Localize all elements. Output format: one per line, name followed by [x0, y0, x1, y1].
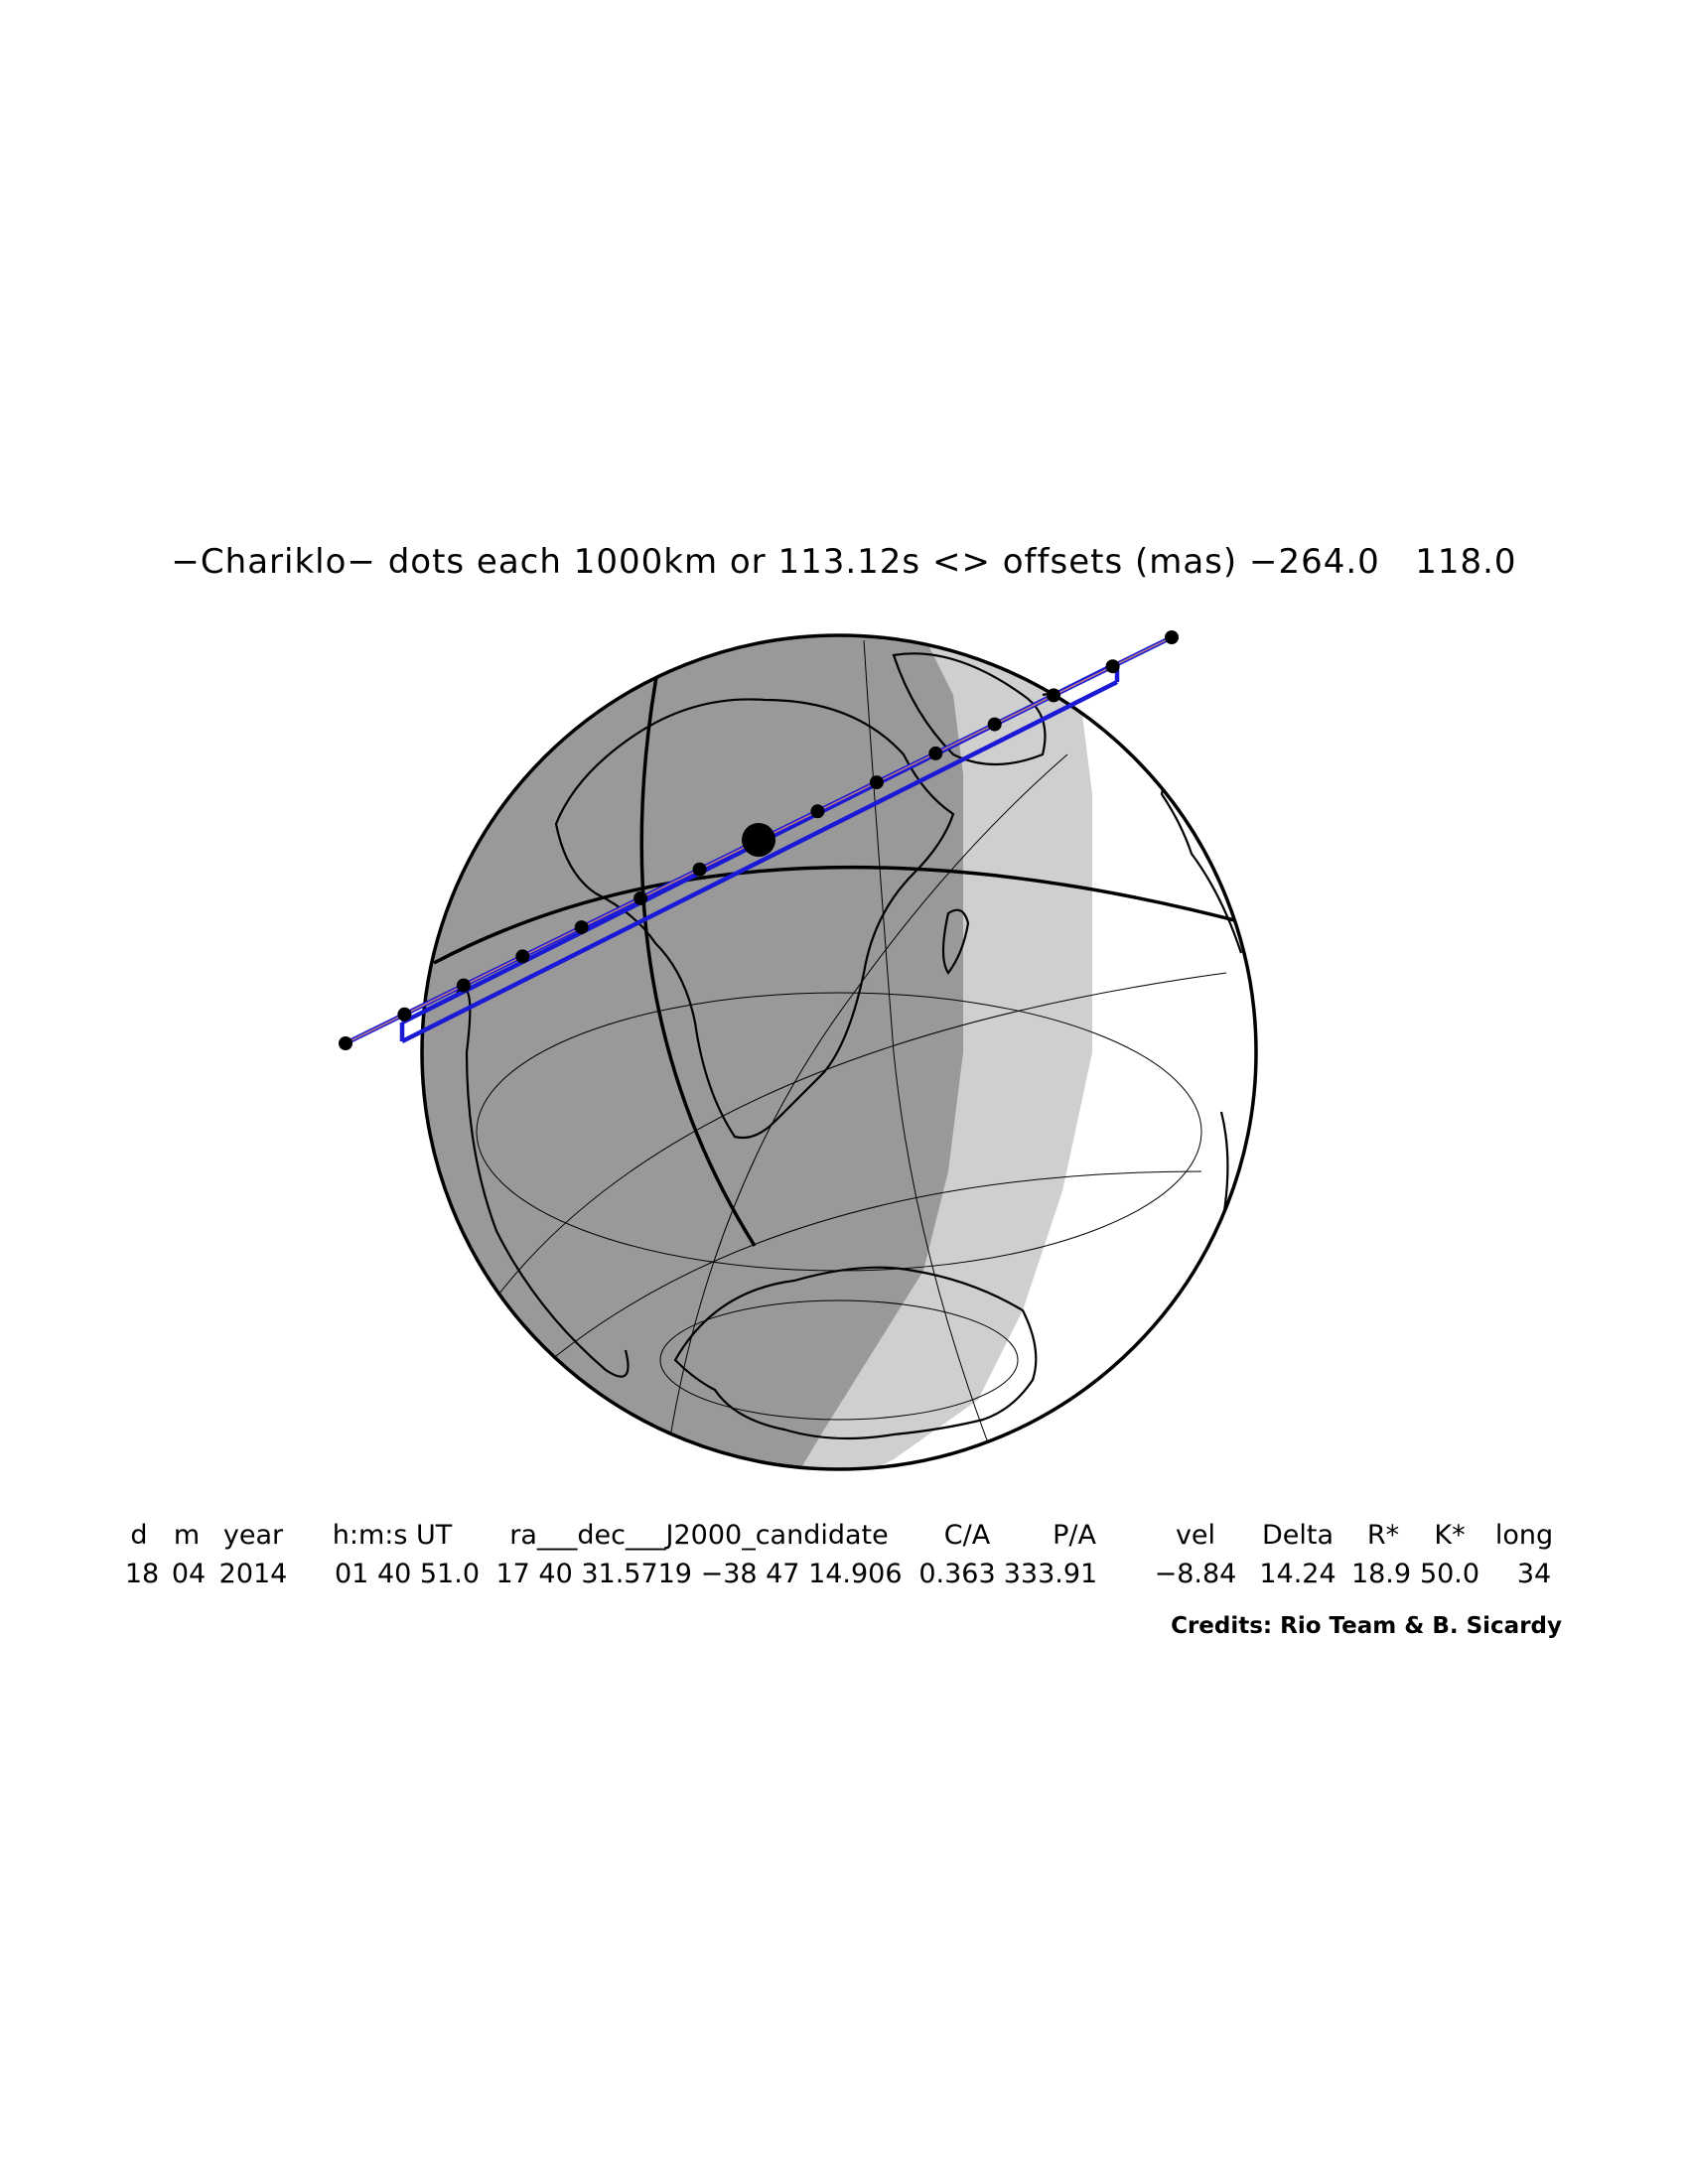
meridian-line: [664, 753, 1068, 1469]
latitude-line: [659, 1299, 1019, 1421]
track-dot: [515, 949, 530, 964]
south-america-coastline: [456, 987, 630, 1378]
header-cell-4: ra___dec___J2000_candidate: [509, 1520, 889, 1551]
parameter-header-row: d m year h:m:s UT ra___dec___J2000_candidate…: [0, 1520, 1688, 1560]
track-dot: [574, 920, 589, 935]
meridian-line: [863, 639, 999, 1469]
header-cell-8: Delta: [1261, 1520, 1335, 1551]
arabia-coastline: [892, 652, 1047, 766]
value-cell-9: 18.9: [1350, 1559, 1412, 1589]
equator-line: [433, 865, 1247, 965]
closest-approach-marker: [742, 823, 775, 857]
value-cell-4: 17 40 31.5719 −38 47 14.906: [495, 1559, 903, 1589]
value-cell-2: 2014: [218, 1559, 288, 1589]
track-dot: [1047, 688, 1061, 703]
header-cell-5: C/A: [943, 1520, 991, 1551]
reference-lines: [433, 654, 1247, 1247]
track-dot: [633, 890, 648, 905]
value-cell-10: 50.0: [1419, 1559, 1480, 1589]
track-dot: [810, 804, 825, 819]
track-dot: [1105, 659, 1120, 674]
parameter-value-row: 18 04 2014 01 40 51.0 17 40 31.5719 −38 47 1…: [0, 1559, 1688, 1598]
occultation-track: [339, 630, 1179, 1050]
meridian-line: [515, 1170, 1202, 1391]
header-cell-1: m: [173, 1520, 201, 1551]
track-dot: [987, 717, 1002, 732]
header-cell-0: d: [130, 1520, 148, 1551]
track-dot: [339, 1036, 352, 1050]
track-dot: [397, 1007, 412, 1022]
globe-surface: [422, 635, 1256, 1469]
track-dot: [1165, 630, 1179, 644]
header-cell-11: long: [1494, 1520, 1554, 1551]
meridian-line: [466, 972, 1227, 1341]
track-lower-limit: [400, 679, 1119, 1044]
track-dot: [456, 978, 471, 993]
header-cell-9: R*: [1366, 1520, 1400, 1551]
header-cell-10: K*: [1434, 1520, 1466, 1551]
value-cell-5: 0.363: [918, 1559, 996, 1589]
header-cell-6: P/A: [1053, 1520, 1096, 1551]
track-dot: [928, 746, 943, 760]
value-cell-3: 01 40 51.0: [335, 1559, 480, 1589]
graticule: [466, 639, 1227, 1469]
africa-coastline: [554, 698, 955, 1140]
value-cell-0: 18: [124, 1559, 160, 1589]
track-dot: [869, 775, 884, 790]
terminator-arc: [639, 654, 757, 1247]
value-cell-8: 14.24: [1259, 1559, 1336, 1589]
map-title: −Chariklo− dots each 1000km or 113.12s <…: [171, 542, 1517, 582]
credits: Credits: Rio Team & B. Sicardy: [1171, 1613, 1562, 1639]
value-cell-1: 04: [171, 1559, 207, 1589]
value-cell-7: −8.84: [1154, 1559, 1237, 1589]
header-cell-3: h:m:s UT: [332, 1520, 453, 1551]
track-dot: [692, 862, 707, 877]
madagascar-coastline: [941, 908, 970, 975]
header-cell-2: year: [222, 1520, 284, 1551]
globe-outline: [420, 633, 1258, 1471]
value-cell-11: 34: [1516, 1559, 1552, 1589]
value-cell-6: 333.91: [1003, 1559, 1098, 1589]
header-cell-7: vel: [1175, 1520, 1216, 1551]
antarctica-coastline: [673, 1266, 1038, 1440]
